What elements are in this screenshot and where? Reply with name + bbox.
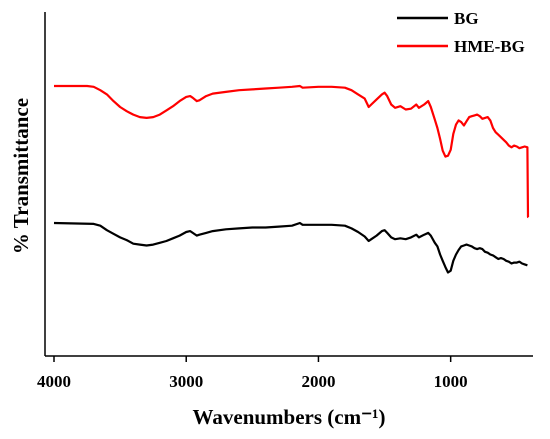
x-tick-label: 1000 (434, 372, 468, 391)
legend: BG HME-BG (397, 9, 525, 56)
x-tick-label: 4000 (37, 372, 71, 391)
legend-label-bg: BG (454, 9, 479, 28)
legend-label-hme-bg: HME-BG (454, 37, 525, 56)
x-tick-label: 3000 (169, 372, 203, 391)
series-line-hme-bg (54, 84, 530, 219)
series-group (53, 84, 530, 274)
y-axis-title: % Transmittance (9, 98, 33, 254)
x-tick-label: 2000 (301, 372, 335, 391)
series-line-bg (53, 221, 528, 274)
x-axis-title: Wavenumbers (cm⁻¹) (193, 405, 386, 429)
x-axis-ticks: 4000 3000 2000 1000 (37, 356, 468, 391)
